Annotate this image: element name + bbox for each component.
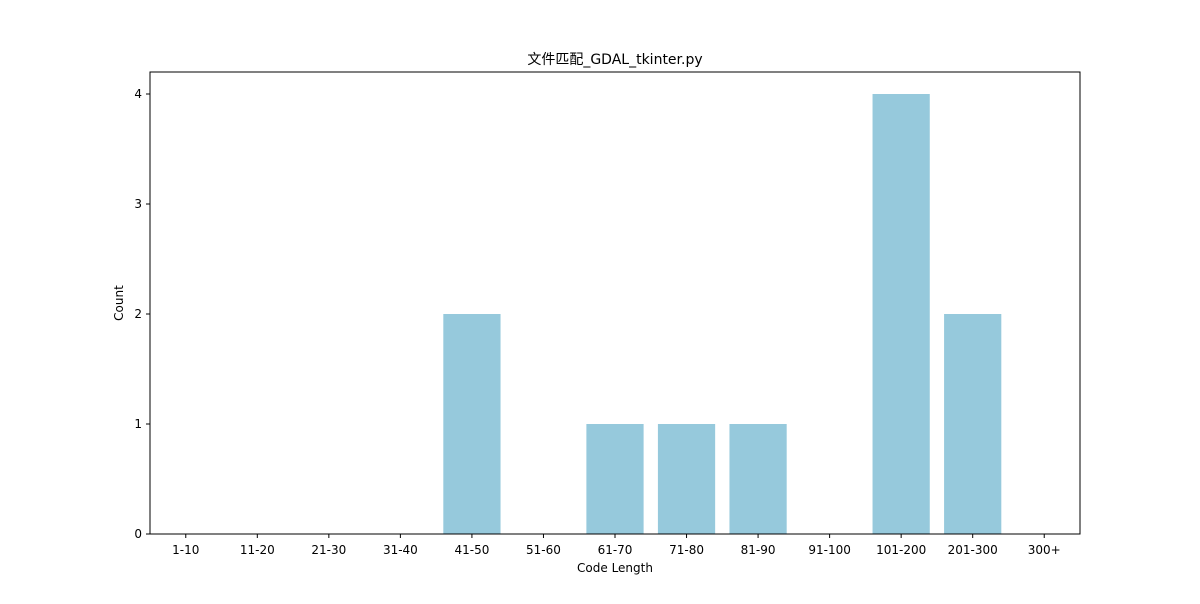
x-tick-label: 101-200 (876, 543, 926, 557)
x-tick-label: 11-20 (240, 543, 275, 557)
y-tick-label: 0 (134, 527, 142, 541)
x-tick-label: 300+ (1028, 543, 1061, 557)
bar-71-80 (657, 424, 716, 534)
x-tick-label: 41-50 (454, 543, 489, 557)
y-tick-label: 2 (134, 307, 142, 321)
x-tick-label: 21-30 (311, 543, 346, 557)
bar-201-300 (944, 314, 1002, 534)
x-tick-label: 31-40 (383, 543, 418, 557)
chart-title: 文件匹配_GDAL_tkinter.py (527, 52, 702, 68)
x-tick-label: 51-60 (526, 543, 561, 557)
axes-layer: 1-10 11-20 21-30 31-40 41-50 51-60 61-70 71-80 8… (134, 71, 1081, 557)
x-tick-label: 1-10 (172, 543, 199, 557)
y-axis-label: Count (112, 285, 126, 321)
x-tick-label: 71-80 (669, 543, 704, 557)
bar-81-90 (729, 424, 787, 534)
x-tick-label: 61-70 (598, 543, 633, 557)
bars-layer (443, 94, 1002, 534)
y-tick-label: 4 (134, 87, 142, 101)
bar-41-50 (443, 314, 501, 534)
bar-61-70 (586, 424, 644, 534)
x-tick-label: 91-100 (808, 543, 851, 557)
bar-101-200 (872, 94, 930, 534)
y-tick-label: 3 (134, 197, 142, 211)
x-axis-label: Code Length (577, 561, 653, 575)
x-tick-label: 81-90 (741, 543, 776, 557)
x-tick-label: 201-300 (948, 543, 998, 557)
y-tick-label: 1 (134, 417, 142, 431)
